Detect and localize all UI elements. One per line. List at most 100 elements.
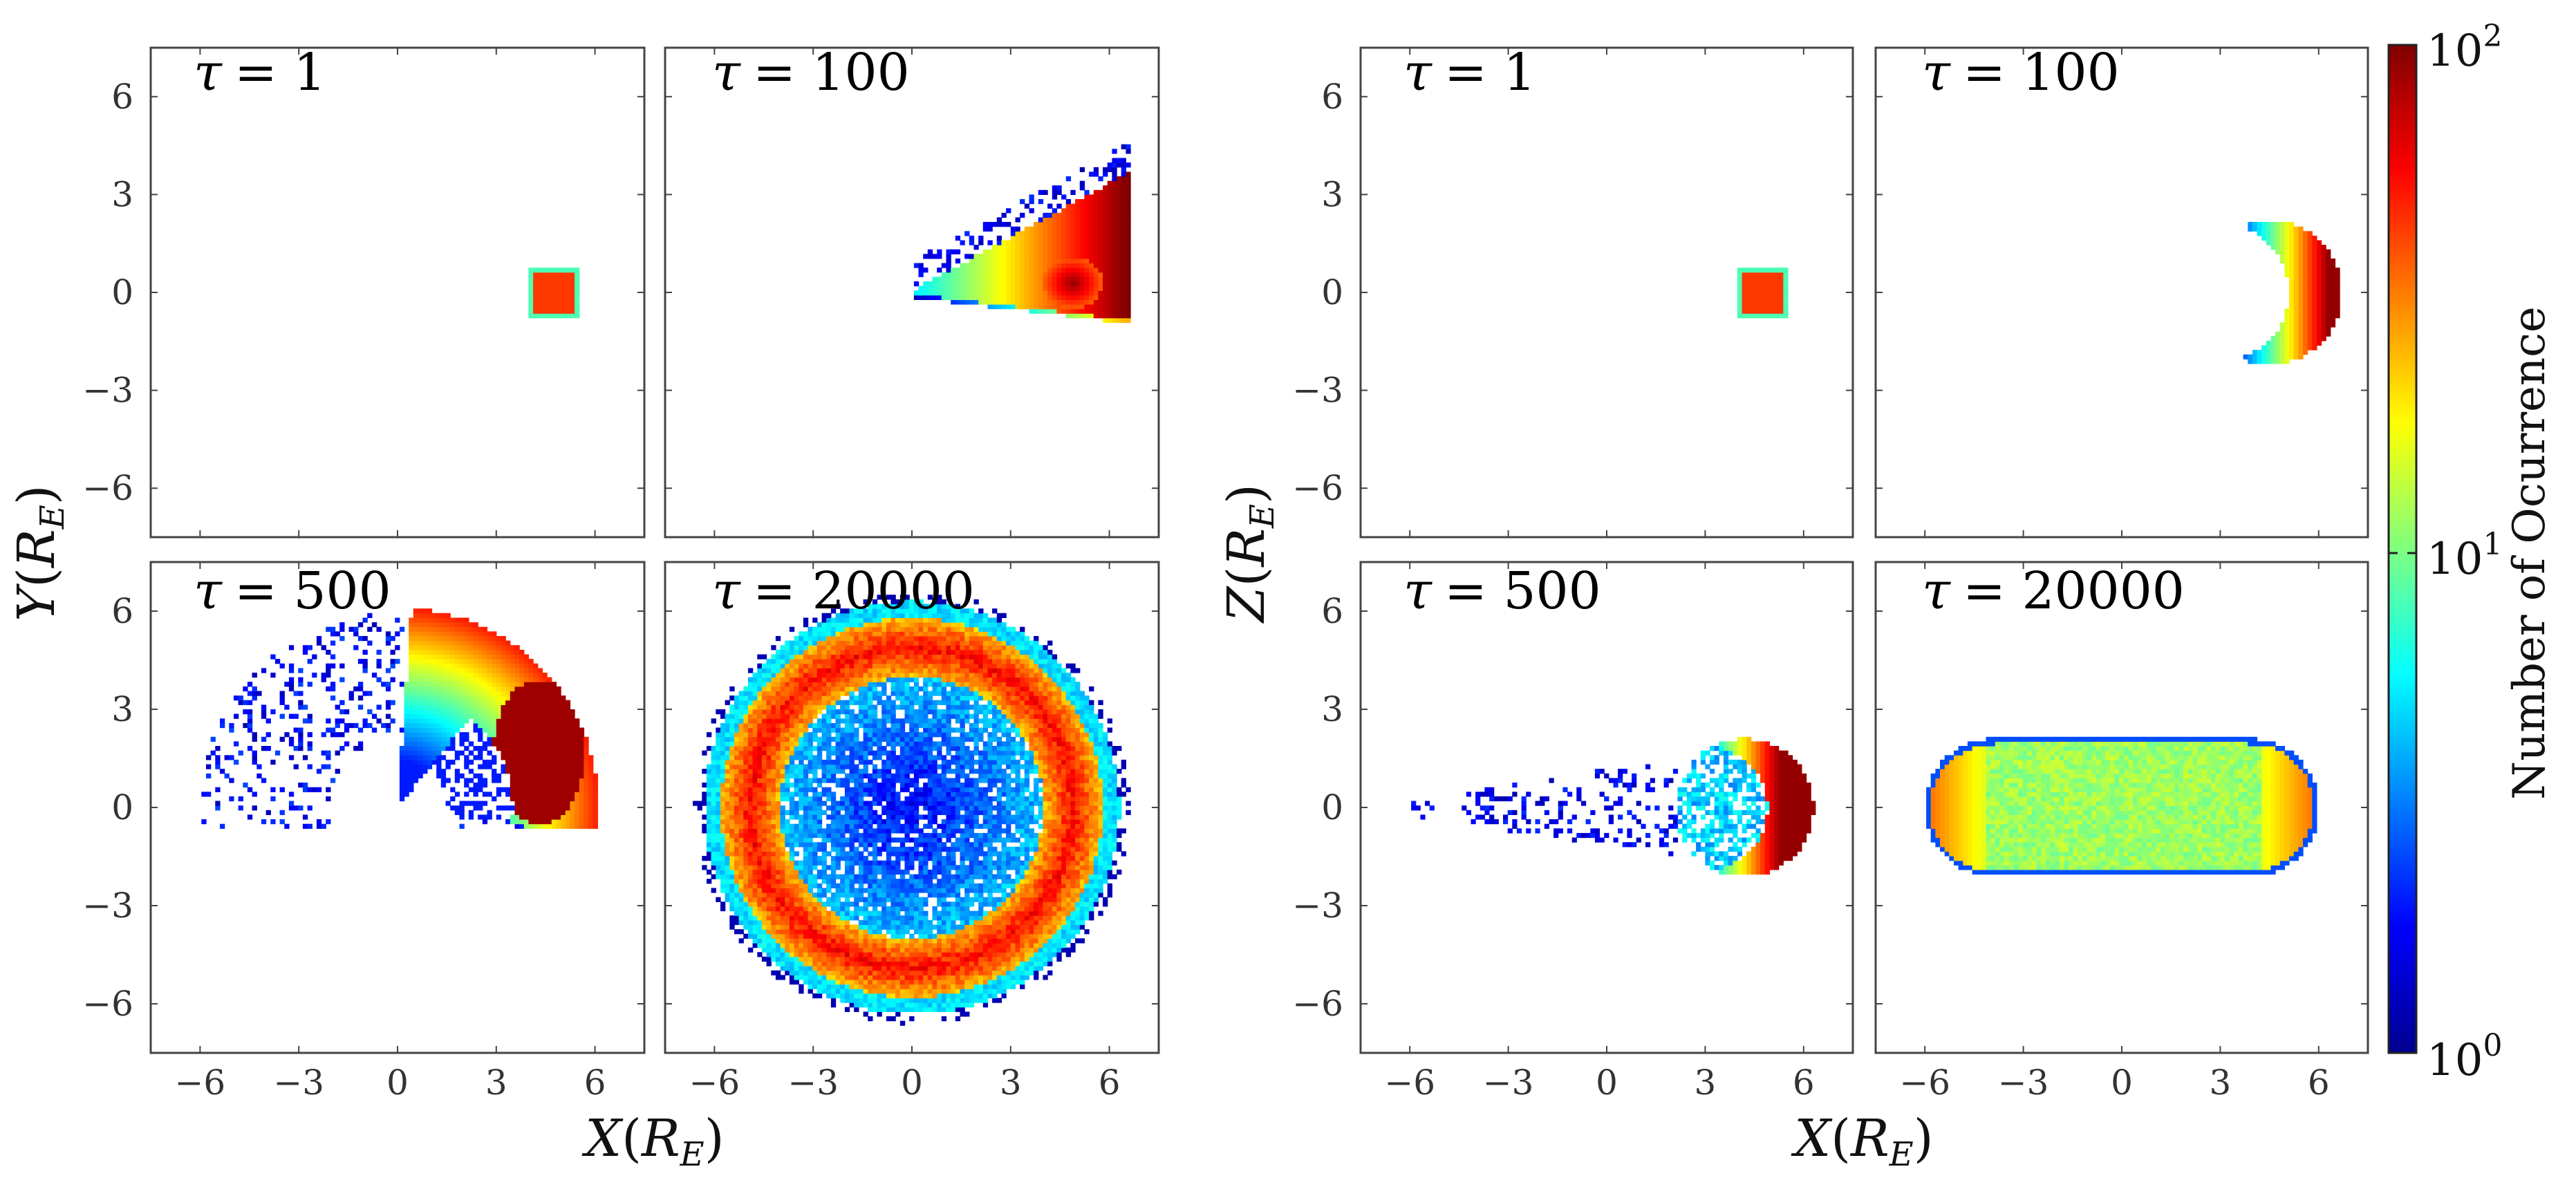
heatmap-cell <box>537 819 543 825</box>
heatmap-cell <box>464 759 469 765</box>
heatmap-cell <box>858 933 864 939</box>
heatmap-cell <box>496 700 502 705</box>
heatmap-cell <box>468 645 474 651</box>
heatmap-cell <box>316 819 322 825</box>
heatmap-cell <box>537 277 543 282</box>
heatmap-cell <box>427 617 433 623</box>
heatmap-cell <box>450 805 456 811</box>
heatmap-cell <box>1043 235 1048 241</box>
heatmap-cell <box>780 677 785 682</box>
heatmap-cell <box>542 732 548 738</box>
heatmap-cell <box>849 961 855 966</box>
heatmap-cell <box>575 750 580 756</box>
heatmap-cell <box>440 778 447 783</box>
heatmap-cell <box>510 741 516 747</box>
heatmap-cell <box>835 924 841 930</box>
heatmap-cell <box>1056 185 1062 191</box>
heatmap-cell <box>729 897 735 902</box>
heatmap-cell <box>445 626 451 632</box>
heatmap-cell <box>238 750 243 756</box>
heatmap-cell <box>579 741 585 747</box>
heatmap-cell <box>1103 281 1108 287</box>
heatmap-cell <box>436 636 442 642</box>
heatmap-cell <box>775 718 781 724</box>
heatmap-cell <box>528 718 534 724</box>
heatmap-cell <box>830 842 837 848</box>
heatmap-cell <box>937 249 942 254</box>
heatmap-cell <box>450 636 456 642</box>
heatmap-cell <box>826 805 832 811</box>
heatmap-cell <box>716 856 721 861</box>
heatmap-cell <box>547 713 552 719</box>
heatmap-cell <box>771 938 776 944</box>
heatmap-cell <box>808 713 813 719</box>
heatmap-cell <box>775 801 781 806</box>
heatmap-cell <box>496 673 502 678</box>
panel-xy-tau500: τ = 500 <box>149 561 646 1054</box>
heatmap-cell <box>858 970 864 975</box>
heatmap-cell <box>932 254 937 259</box>
heatmap-cell <box>854 732 859 738</box>
heatmap-cell <box>1093 258 1099 264</box>
heatmap-cell <box>816 919 823 925</box>
heatmap-cell <box>1047 308 1053 314</box>
heatmap-cell <box>854 700 859 705</box>
heatmap-cell <box>946 290 951 296</box>
heatmap-cell <box>487 682 492 687</box>
heatmap-cell <box>478 709 483 715</box>
heatmap-cell <box>757 700 763 705</box>
heatmap-cell <box>748 947 754 953</box>
heatmap-cell <box>514 741 520 747</box>
heatmap-cell <box>487 636 492 642</box>
heatmap-cell <box>542 677 548 682</box>
heatmap-cell <box>528 746 534 751</box>
heatmap-cell <box>780 947 785 953</box>
heatmap-cell <box>789 860 795 866</box>
heatmap-cell <box>835 783 841 788</box>
heatmap-cell <box>863 640 868 646</box>
heatmap-cell <box>743 713 749 719</box>
heatmap-cell <box>478 736 483 742</box>
heatmap-cell <box>821 860 827 866</box>
heatmap-cell <box>748 792 754 797</box>
heatmap-cell <box>1052 286 1058 291</box>
heatmap-cell <box>487 640 492 646</box>
heatmap-cell <box>1061 217 1067 223</box>
heatmap-cell <box>821 888 827 893</box>
heatmap-cell <box>519 668 525 673</box>
heatmap-cell <box>858 851 864 857</box>
heatmap-cell <box>473 722 478 729</box>
heatmap-cell <box>1089 217 1094 223</box>
heatmap-cell <box>941 281 947 287</box>
heatmap-cell <box>445 713 451 719</box>
heatmap-cell <box>436 736 442 742</box>
heatmap-cell <box>492 773 497 778</box>
heatmap-cell <box>840 856 846 861</box>
heatmap-cell <box>826 888 832 893</box>
heatmap-cell <box>537 783 543 788</box>
heatmap-cell <box>752 732 758 738</box>
heatmap-cell <box>1112 245 1117 250</box>
heatmap-cell <box>1098 295 1103 300</box>
heatmap-cell <box>1065 245 1072 250</box>
heatmap-cell <box>868 980 873 985</box>
heatmap-cell <box>821 938 827 944</box>
heatmap-cell <box>547 277 552 282</box>
heatmap-cell <box>533 277 539 282</box>
heatmap-cell <box>816 636 823 642</box>
heatmap-cell <box>840 980 846 985</box>
heatmap-cell <box>385 700 391 705</box>
heatmap-cell <box>725 773 730 778</box>
heatmap-cell <box>771 943 776 948</box>
heatmap-cell <box>427 755 433 760</box>
heatmap-cell <box>858 659 864 664</box>
heatmap-cell <box>830 980 837 985</box>
heatmap-cell <box>789 764 795 769</box>
heatmap-cell <box>849 613 855 618</box>
heatmap-cell <box>575 778 580 783</box>
heatmap-cell <box>413 654 419 660</box>
heatmap-cell <box>330 663 336 669</box>
heatmap-cell <box>1117 295 1122 300</box>
heatmap-cell <box>436 695 442 701</box>
heatmap-cell <box>835 888 841 893</box>
